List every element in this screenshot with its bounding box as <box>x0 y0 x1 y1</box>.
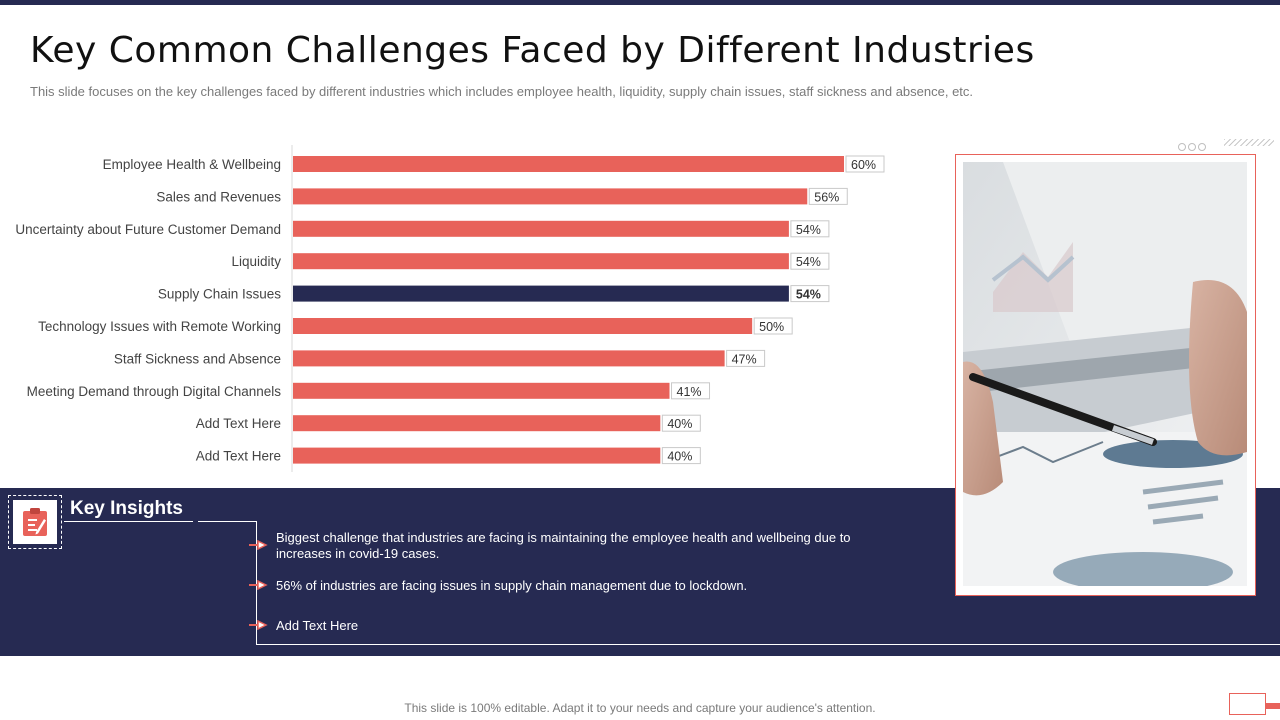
insight-item: Add Text Here <box>276 618 359 633</box>
value-label-box <box>726 349 766 367</box>
value-label: 56% <box>814 190 839 204</box>
bar <box>293 382 670 399</box>
timeline-line <box>256 521 257 644</box>
nav-tab <box>1266 703 1280 709</box>
bar <box>293 220 789 237</box>
bar <box>293 156 844 172</box>
arrow-icon <box>249 540 268 550</box>
arrow-icon <box>249 580 268 590</box>
bar <box>293 415 661 432</box>
value-label: 54% <box>796 288 821 302</box>
bar <box>293 318 753 334</box>
bar <box>293 350 725 367</box>
value-label-box <box>845 155 885 173</box>
value-label-box <box>790 252 830 270</box>
bar <box>293 285 789 302</box>
category-label: Uncertainty about Future Customer Demand <box>15 222 281 237</box>
category-label: Staff Sickness and Absence <box>114 351 281 366</box>
value-label: 41% <box>677 385 702 399</box>
value-label: 50% <box>759 320 784 334</box>
value-label-box <box>753 317 793 335</box>
insight-item: 56% of industries are facing issues in s… <box>276 578 748 593</box>
key-insights-title: Key Insights <box>70 498 183 519</box>
bar-chart: Employee Health & Wellbeing 60% Sales and … <box>15 145 885 472</box>
title-underline <box>64 521 193 522</box>
bar <box>293 253 789 270</box>
value-label-box <box>790 220 830 238</box>
arrow-icon <box>249 620 268 630</box>
bar <box>293 188 808 205</box>
footer-note: This slide is 100% editable. Adapt it to… <box>404 701 876 715</box>
clipboard-icon <box>23 508 47 536</box>
page-subtitle: This slide focuses on the key challenges… <box>30 84 974 99</box>
category-label: Meeting Demand through Digital Channels <box>27 384 282 399</box>
title-underline-short <box>198 521 218 522</box>
value-label: 47% <box>732 352 757 366</box>
bar <box>293 447 661 464</box>
value-label-box <box>790 285 830 303</box>
category-label: Add Text Here <box>196 449 281 464</box>
category-label: Employee Health & Wellbeing <box>103 157 281 172</box>
top-accent-bar <box>0 0 1280 5</box>
value-label-box <box>661 447 701 465</box>
business-photo <box>963 162 1247 586</box>
category-label: Liquidity <box>231 254 281 269</box>
page-title: Key Common Challenges Faced by Different… <box>30 30 1035 71</box>
value-label-box <box>808 187 848 205</box>
value-label: 40% <box>667 417 692 431</box>
value-label-box <box>661 414 701 432</box>
category-label: Technology Issues with Remote Working <box>38 319 281 334</box>
decorative-dots <box>1178 138 1208 156</box>
decorative-hatch <box>1224 139 1274 146</box>
value-label: 54% <box>796 255 821 269</box>
insight-item: Biggest challenge that industries are fa… <box>276 530 851 561</box>
nav-box[interactable] <box>1229 693 1266 715</box>
key-insights-icon-box <box>8 495 62 549</box>
connector-line <box>218 521 256 522</box>
category-label: Add Text Here <box>196 416 281 431</box>
value-label: 60% <box>851 158 876 172</box>
value-label-box <box>671 382 711 400</box>
bottom-line <box>256 644 1280 645</box>
category-label: Supply Chain Issues <box>158 287 281 302</box>
value-label: 54% <box>796 223 821 237</box>
value-label: 40% <box>667 450 692 464</box>
category-label: Sales and Revenues <box>156 189 281 204</box>
